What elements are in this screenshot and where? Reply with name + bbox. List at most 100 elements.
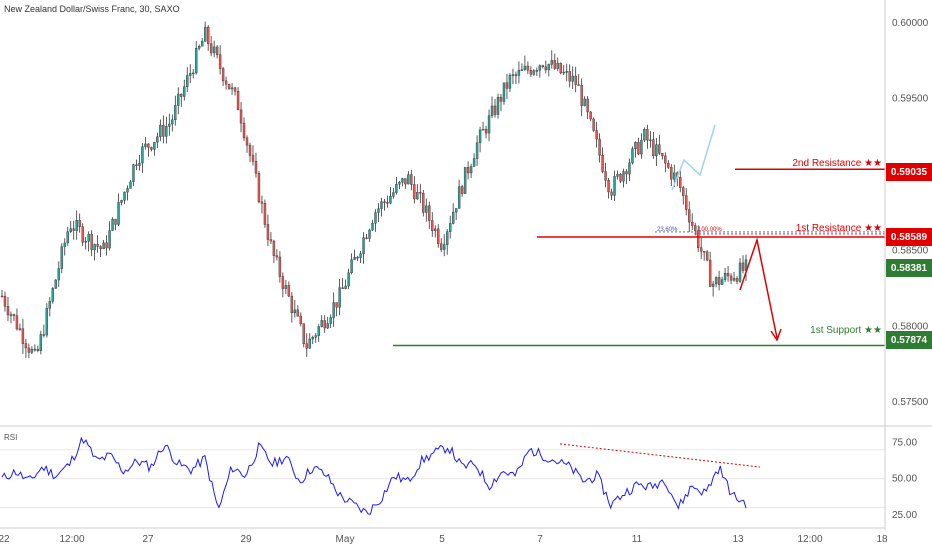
candle-body [311, 337, 314, 340]
rsi-tick-label: 75.00 [892, 437, 917, 448]
candle-body [99, 246, 102, 249]
candle-body [711, 283, 715, 287]
candle-body [437, 228, 440, 244]
candle-body [257, 173, 261, 203]
candle-body [726, 272, 730, 277]
projection-arrow [739, 237, 778, 339]
candle-body [714, 277, 718, 285]
candle-body [655, 144, 658, 157]
candle-body [195, 48, 198, 74]
candle-body [628, 162, 631, 175]
candle-body [338, 287, 341, 308]
candle-body [443, 244, 446, 250]
candle-body [416, 192, 419, 200]
candle-body [266, 224, 270, 240]
candle-body [221, 68, 225, 82]
candle-body [177, 93, 180, 106]
candle-body [422, 193, 425, 213]
candle-body [717, 277, 721, 285]
candle-body [688, 209, 691, 223]
candle-body [481, 128, 485, 131]
candle-body [293, 309, 297, 314]
candle-body [168, 123, 171, 127]
candle-body [21, 328, 25, 344]
candle-body [132, 164, 135, 183]
time-tick-label: 22 [0, 534, 10, 545]
candle-body [30, 348, 34, 353]
candle-body [568, 71, 571, 82]
candle-body [619, 174, 622, 182]
resistance2-label: 2nd Resistance ★★ [792, 158, 882, 169]
candle-body [598, 138, 601, 156]
candle-body [595, 130, 598, 140]
candle-body [305, 343, 308, 349]
candle-body [643, 128, 646, 141]
candle-body [374, 212, 377, 224]
candle-body [622, 171, 625, 182]
candle-body [601, 155, 604, 172]
candle-body [523, 65, 527, 70]
candle-body [323, 320, 326, 329]
candle-body [538, 65, 542, 71]
candle-body [138, 162, 141, 166]
candle-body [278, 256, 282, 277]
candle-body [499, 97, 503, 102]
candle-body [514, 74, 518, 76]
resistance2-price-tag: 0.59035 [886, 163, 932, 181]
rsi-tick-label: 50.00 [892, 474, 917, 485]
candle-body [171, 119, 174, 125]
candle-body [553, 60, 556, 69]
candle-body [198, 46, 201, 49]
candle-body [631, 148, 634, 164]
candle-body [586, 98, 589, 113]
candle-body [565, 71, 568, 73]
candle-body [386, 202, 389, 204]
candle-body [694, 225, 697, 231]
candle-body [457, 186, 461, 209]
candle-body [284, 285, 288, 289]
candle-body [335, 302, 338, 308]
resistance1-label: 1st Resistance ★★ [795, 223, 882, 234]
candle-body [105, 242, 108, 249]
fib-label-23: 23.60% [657, 227, 678, 233]
candle-body [729, 275, 733, 281]
candle-body [490, 105, 494, 116]
candle-body [368, 229, 371, 239]
candle-body [610, 191, 613, 196]
candle-body [233, 87, 237, 92]
candle-body [732, 278, 736, 281]
candle-body [272, 240, 276, 256]
candle-body [616, 174, 619, 177]
candle-body [314, 335, 317, 338]
candle-body [661, 153, 664, 157]
candle-body [39, 334, 43, 351]
candle-body [496, 97, 500, 115]
time-tick-label: 11 [632, 534, 643, 545]
candle-body [380, 201, 383, 209]
candle-body [634, 142, 637, 149]
rsi-trendline [559, 443, 761, 468]
candle-body [156, 136, 159, 143]
candle-body [203, 26, 207, 42]
candle-body [413, 184, 416, 200]
candle-body [679, 176, 682, 188]
candle-body [544, 66, 548, 71]
candle-body [589, 111, 592, 120]
price-tick-label: 0.60000 [892, 18, 929, 29]
candle-body [577, 84, 580, 86]
candle-body [183, 86, 186, 97]
candle-body [96, 244, 99, 247]
candle-body [604, 171, 607, 181]
candle-body [57, 268, 60, 281]
candle-body [673, 172, 676, 180]
candle-body [401, 178, 404, 183]
candle-body [260, 201, 264, 204]
candle-body [362, 237, 365, 254]
candle-body [571, 75, 574, 82]
candle-body [63, 242, 66, 247]
candle-body [230, 87, 234, 90]
rsi-series [1, 436, 761, 515]
candle-body [649, 139, 652, 141]
candle-body [428, 205, 431, 221]
candle-body [448, 223, 452, 232]
